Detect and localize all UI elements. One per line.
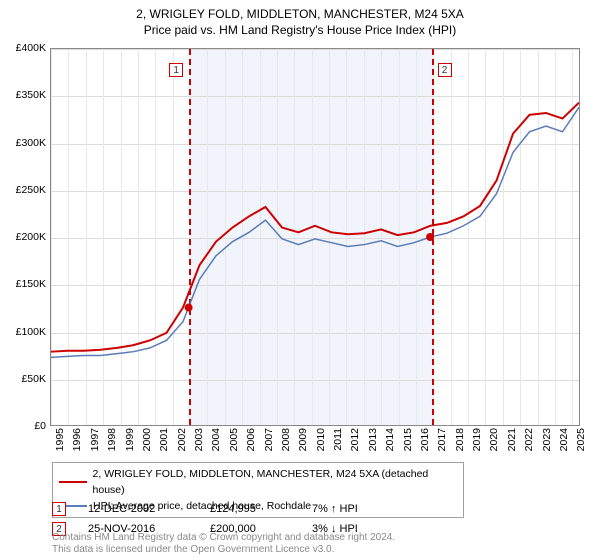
x-axis-label: 1998 bbox=[106, 428, 118, 458]
chart-subtitle: Price paid vs. HM Land Registry's House … bbox=[0, 22, 600, 38]
x-axis-label: 2002 bbox=[176, 428, 188, 458]
sale-point bbox=[426, 233, 434, 241]
x-axis-label: 1995 bbox=[54, 428, 66, 458]
series-line bbox=[51, 103, 579, 352]
chart-sale-marker: 2 bbox=[438, 63, 452, 77]
y-axis-label: £250K bbox=[16, 184, 46, 196]
line-plot bbox=[51, 49, 579, 425]
chart-sale-marker: 1 bbox=[169, 63, 183, 77]
x-axis-label: 2018 bbox=[454, 428, 466, 458]
x-axis-label: 2012 bbox=[349, 428, 361, 458]
footer: Contains HM Land Registry data © Crown c… bbox=[52, 532, 395, 556]
series-line bbox=[51, 107, 579, 357]
x-axis-label: 2015 bbox=[402, 428, 414, 458]
footer-line: This data is licensed under the Open Gov… bbox=[52, 544, 395, 556]
y-axis-label: £100K bbox=[16, 326, 46, 338]
x-axis-label: 2022 bbox=[523, 428, 535, 458]
x-axis-label: 2001 bbox=[158, 428, 170, 458]
x-axis-label: 2011 bbox=[332, 428, 344, 458]
sale-date: 12-DEC-2002 bbox=[88, 503, 188, 515]
y-axis-label: £300K bbox=[16, 137, 46, 149]
sale-row: 1 12-DEC-2002 £124,995 7% ↑ HPI bbox=[52, 502, 358, 516]
y-axis-label: £150K bbox=[16, 278, 46, 290]
chart-title: 2, WRIGLEY FOLD, MIDDLETON, MANCHESTER, … bbox=[0, 6, 600, 22]
chart-container: 2, WRIGLEY FOLD, MIDDLETON, MANCHESTER, … bbox=[0, 0, 600, 560]
sale-delta: 7% ↑ HPI bbox=[312, 503, 358, 515]
x-axis-label: 2003 bbox=[193, 428, 205, 458]
x-axis-label: 2008 bbox=[280, 428, 292, 458]
x-axis-label: 2024 bbox=[558, 428, 570, 458]
x-axis-label: 1997 bbox=[89, 428, 101, 458]
y-axis-label: £0 bbox=[34, 420, 46, 432]
x-axis-label: 2020 bbox=[488, 428, 500, 458]
x-axis-label: 2009 bbox=[297, 428, 309, 458]
x-axis-label: 2019 bbox=[471, 428, 483, 458]
x-axis-label: 2005 bbox=[228, 428, 240, 458]
x-axis-label: 1996 bbox=[71, 428, 83, 458]
x-axis-label: 2007 bbox=[263, 428, 275, 458]
x-axis-label: 2000 bbox=[141, 428, 153, 458]
sale-point bbox=[185, 304, 193, 312]
x-axis-label: 2025 bbox=[575, 428, 587, 458]
sale-marker-icon: 1 bbox=[52, 502, 66, 516]
legend-label: 2, WRIGLEY FOLD, MIDDLETON, MANCHESTER, … bbox=[93, 466, 457, 498]
x-axis-label: 2017 bbox=[436, 428, 448, 458]
x-axis-label: 2023 bbox=[541, 428, 553, 458]
y-axis-label: £200K bbox=[16, 231, 46, 243]
y-axis-label: £350K bbox=[16, 89, 46, 101]
x-axis-label: 2021 bbox=[506, 428, 518, 458]
x-axis-label: 2016 bbox=[419, 428, 431, 458]
x-axis-label: 2014 bbox=[384, 428, 396, 458]
sale-price: £124,995 bbox=[210, 503, 290, 515]
legend-item: 2, WRIGLEY FOLD, MIDDLETON, MANCHESTER, … bbox=[59, 466, 457, 498]
x-axis-label: 1999 bbox=[124, 428, 136, 458]
x-axis-label: 2013 bbox=[367, 428, 379, 458]
chart-title-block: 2, WRIGLEY FOLD, MIDDLETON, MANCHESTER, … bbox=[0, 0, 600, 38]
x-axis-label: 2010 bbox=[315, 428, 327, 458]
x-axis-label: 2006 bbox=[245, 428, 257, 458]
y-axis-label: £50K bbox=[21, 373, 46, 385]
x-axis-label: 2004 bbox=[210, 428, 222, 458]
legend-swatch bbox=[59, 481, 87, 483]
plot-area: 12 bbox=[50, 48, 580, 426]
footer-line: Contains HM Land Registry data © Crown c… bbox=[52, 532, 395, 544]
y-axis-label: £400K bbox=[16, 42, 46, 54]
